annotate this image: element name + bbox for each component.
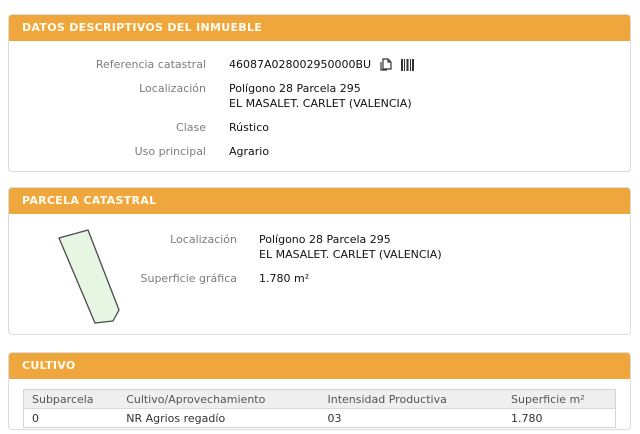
parcel-fields: Localización Polígono 28 Parcela 295 EL … bbox=[9, 214, 630, 286]
cadastral-reference-value: 46087A028002950000BU bbox=[229, 58, 372, 71]
table-row: 0 NR Agrios regadío 03 1.780 bbox=[23, 408, 616, 428]
class-label: Clase bbox=[176, 121, 206, 134]
location-label: Localización bbox=[139, 82, 206, 95]
panel-title-crop: CULTIVO bbox=[9, 353, 630, 379]
class-value: Rústico bbox=[229, 121, 269, 134]
crop-panel: CULTIVO Subparcela Cultivo/Aprovechamien… bbox=[8, 352, 631, 430]
field-class: Clase Rústico bbox=[9, 120, 630, 135]
parcel-location-label: Localización bbox=[170, 233, 237, 246]
field-parcel-location: Localización Polígono 28 Parcela 295 EL … bbox=[9, 232, 630, 262]
panel-title-property: DATOS DESCRIPTIVOS DEL INMUEBLE bbox=[9, 15, 630, 41]
field-cadastral-reference: Referencia catastral 46087A028002950000B… bbox=[9, 57, 630, 72]
parcel-location-line2: EL MASALET. CARLET (VALENCIA) bbox=[259, 248, 442, 261]
parcel-outline-map bbox=[58, 229, 120, 324]
property-descriptive-data-panel: DATOS DESCRIPTIVOS DEL INMUEBLE Referenc… bbox=[8, 14, 631, 172]
parcel-location-line1: Polígono 28 Parcela 295 bbox=[259, 233, 391, 246]
cell-productive-intensity: 03 bbox=[319, 408, 503, 428]
main-use-label: Uso principal bbox=[134, 145, 206, 158]
copy-icon[interactable] bbox=[380, 58, 392, 71]
cell-area: 1.780 bbox=[503, 408, 616, 428]
graphic-area-label: Superficie gráfica bbox=[140, 272, 238, 285]
cell-subparcel: 0 bbox=[23, 408, 119, 428]
barcode-icon[interactable] bbox=[401, 58, 415, 71]
field-graphic-area: Superficie gráfica 1.780 m² bbox=[9, 271, 630, 286]
crop-table-header-row: Subparcela Cultivo/Aprovechamiento Inten… bbox=[23, 389, 616, 409]
panel-title-parcel: PARCELA CATASTRAL bbox=[9, 188, 630, 214]
col-header-subparcel: Subparcela bbox=[23, 389, 119, 409]
crop-table: Subparcela Cultivo/Aprovechamiento Inten… bbox=[23, 389, 616, 428]
location-line2: EL MASALET. CARLET (VALENCIA) bbox=[229, 97, 412, 110]
field-location: Localización Polígono 28 Parcela 295 EL … bbox=[9, 81, 630, 111]
main-use-value: Agrario bbox=[229, 145, 270, 158]
col-header-crop-use: Cultivo/Aprovechamiento bbox=[118, 389, 320, 409]
field-main-use: Uso principal Agrario bbox=[9, 144, 630, 159]
cell-crop-use: NR Agrios regadío bbox=[118, 408, 320, 428]
property-fields: Referencia catastral 46087A028002950000B… bbox=[9, 41, 630, 159]
location-line1: Polígono 28 Parcela 295 bbox=[229, 82, 361, 95]
cadastral-reference-label: Referencia catastral bbox=[95, 58, 206, 71]
graphic-area-value: 1.780 m² bbox=[259, 272, 310, 285]
col-header-area: Superficie m² bbox=[503, 389, 616, 409]
col-header-productive-intensity: Intensidad Productiva bbox=[319, 389, 503, 409]
cadastral-parcel-panel: PARCELA CATASTRAL Localización Polígono … bbox=[8, 187, 631, 335]
